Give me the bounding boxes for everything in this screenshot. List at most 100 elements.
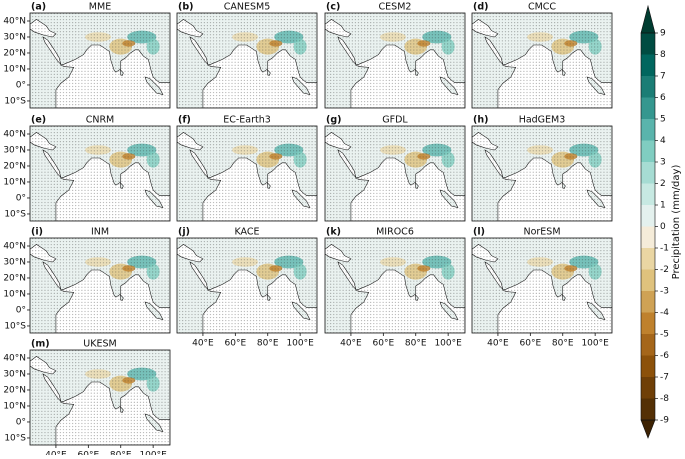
- lon-tick-label: 60°E: [520, 339, 542, 349]
- map: [30, 350, 170, 445]
- colorbar-bin: [641, 33, 655, 55]
- colorbar-tick-label: 5: [660, 115, 666, 125]
- colorbar-bin: [641, 205, 655, 227]
- panel-title: KACE: [234, 227, 259, 238]
- colorbar-bin: [641, 312, 655, 334]
- lat-tick-label: 10°N: [3, 177, 26, 187]
- map: [177, 13, 317, 108]
- panels: (a) MME 40°N 30°N 20°N 10°N 0° 10°S (b) CANESM5 (c…: [3, 2, 613, 459]
- lat-tick-label: 0°: [16, 193, 26, 203]
- map-frame: [176, 237, 318, 334]
- lat-tick-label: 10°S: [4, 321, 26, 331]
- colorbar-tick-label: -9: [660, 416, 669, 426]
- panel-label: (e): [31, 115, 46, 126]
- map-panel: (d) CMCC: [471, 2, 613, 109]
- map-panel: (c) CESM2: [324, 2, 466, 109]
- colorbar-bin: [641, 334, 655, 356]
- map: [472, 238, 612, 333]
- map-field: [325, 13, 465, 108]
- colorbar-bin: [641, 398, 655, 420]
- lat-tick-label: 20°N: [3, 385, 26, 395]
- map-field: [177, 13, 317, 108]
- map-panel: (i) INM 40°N 30°N 20°N 10°N 0° 10°S: [3, 227, 171, 334]
- map-field: [325, 238, 465, 333]
- lon-tick-label: 100°E: [581, 339, 609, 349]
- lat-tick-label: 30°N: [3, 145, 26, 155]
- lat-tick-label: 40°N: [3, 129, 26, 139]
- panel-title: HadGEM3: [519, 115, 566, 126]
- colorbar-extend-high: [640, 4, 656, 34]
- panel-title: CMCC: [528, 2, 556, 13]
- lon-tick-label: 60°E: [225, 339, 247, 349]
- map: [325, 126, 465, 221]
- lon-tick-label: 100°E: [139, 451, 167, 456]
- lat-tick-label: 0°: [16, 417, 26, 427]
- map-panel: (j) KACE 40°E 60°E 80°E 100°E: [176, 227, 318, 349]
- map: [325, 13, 465, 108]
- map-frame: [324, 125, 466, 222]
- colorbar-bin: [641, 54, 655, 76]
- lat-tick-label: 0°: [16, 305, 26, 315]
- lon-tick-label: 40°E: [192, 339, 214, 349]
- map-field: [177, 126, 317, 221]
- colorbar-label: Precipitation (mm/day): [671, 165, 682, 280]
- panel-label: (k): [326, 227, 341, 238]
- map-panel: (k) MIROC6 40°E 60°E 80°E 100°E: [324, 227, 466, 349]
- colorbar-tick-label: 4: [660, 136, 666, 146]
- panel-label: (d): [473, 2, 488, 13]
- colorbar-tick-label: -4: [660, 308, 669, 318]
- colorbar-tick-label: -1: [660, 244, 669, 254]
- colorbar-tick-label: 1: [660, 201, 666, 211]
- panel-label: (c): [326, 2, 340, 13]
- lon-tick-label: 80°E: [552, 339, 574, 349]
- colorbar-tick-label: -2: [660, 265, 669, 275]
- lat-tick-label: 30°N: [3, 369, 26, 379]
- lat-tick-label: 10°N: [3, 64, 26, 74]
- map: [472, 13, 612, 108]
- map-frame: [471, 12, 613, 109]
- map-field: [30, 126, 170, 221]
- map-frame: [176, 12, 318, 109]
- colorbar-tick-label: -5: [660, 330, 669, 340]
- panel-label: (m): [31, 339, 50, 350]
- colorbar-bin: [641, 377, 655, 399]
- panel-label: (f): [178, 115, 191, 126]
- map-field: [472, 126, 612, 221]
- colorbar-bin: [641, 76, 655, 98]
- panel-title: UKESM: [83, 339, 116, 350]
- colorbar-tick-label: 7: [660, 72, 666, 82]
- lat-tick-label: 10°N: [3, 401, 26, 411]
- map-field: [325, 126, 465, 221]
- lon-tick-label: 40°E: [340, 339, 362, 349]
- colorbar-bin: [641, 355, 655, 377]
- lon-tick-label: 100°E: [434, 339, 462, 349]
- lat-tick-label: 20°N: [3, 48, 26, 58]
- lat-tick-label: 0°: [16, 80, 26, 90]
- map-field: [472, 13, 612, 108]
- colorbar-bin: [641, 183, 655, 205]
- colorbar-tick-label: -3: [660, 287, 669, 297]
- colorbar-bin: [641, 140, 655, 162]
- colorbar-bin: [641, 291, 655, 313]
- lat-tick-label: 10°S: [4, 433, 26, 443]
- lat-tick-label: 10°S: [4, 209, 26, 219]
- lon-tick-label: 100°E: [286, 339, 314, 349]
- map-panel: (b) CANESM5: [176, 2, 318, 109]
- map-field: [472, 238, 612, 333]
- map: [177, 126, 317, 221]
- colorbar-tick-label: 8: [660, 50, 666, 60]
- panel-title: MIROC6: [376, 227, 414, 238]
- colorbar-bin: [641, 248, 655, 270]
- colorbar-tick-label: 2: [660, 179, 666, 189]
- lat-tick-label: 30°N: [3, 257, 26, 267]
- colorbar-extend-low: [640, 419, 656, 439]
- map: [30, 13, 170, 108]
- lon-tick-label: 80°E: [405, 339, 427, 349]
- lon-tick-label: 60°E: [373, 339, 395, 349]
- map-frame: [471, 125, 613, 222]
- colorbar-bin: [641, 119, 655, 141]
- map: [30, 126, 170, 221]
- panel-label: (a): [31, 2, 46, 13]
- panel-label: (i): [31, 227, 43, 238]
